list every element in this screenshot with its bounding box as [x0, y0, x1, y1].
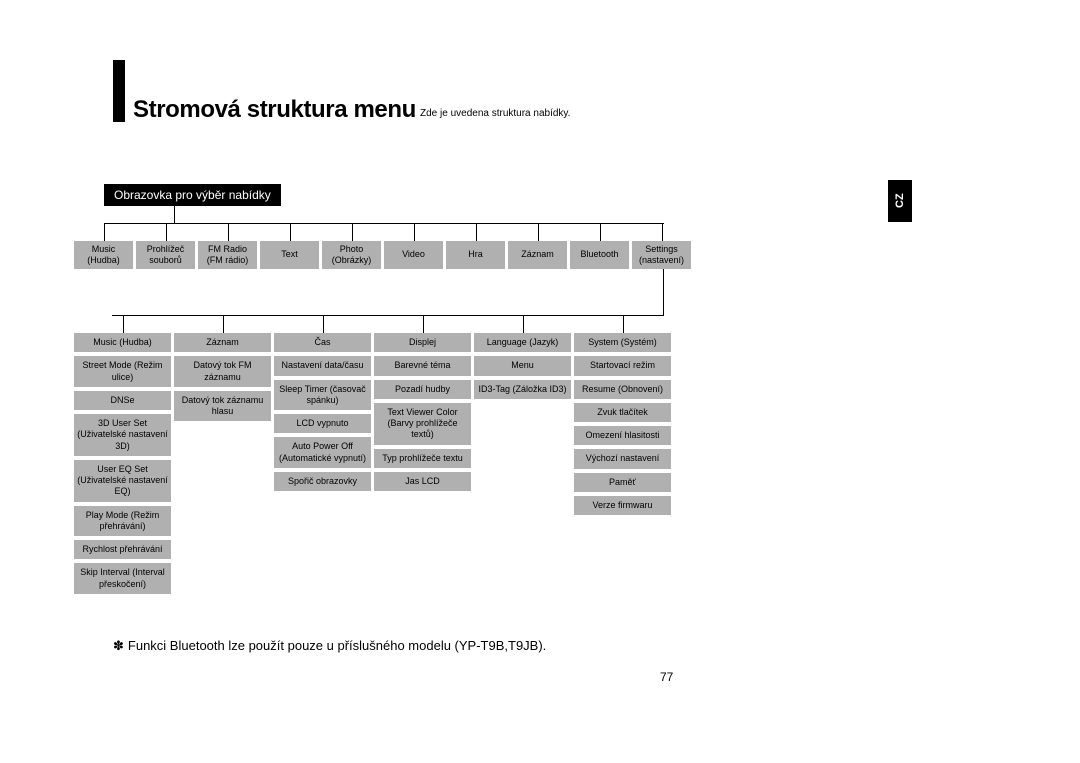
tree-cell: Language (Jazyk) [474, 333, 571, 352]
tree-cell: System (Systém) [574, 333, 671, 352]
tree-cell: Skip Interval (Interval přeskočení) [74, 563, 171, 594]
top-node-sublabel: (nastavení) [632, 255, 691, 266]
tree-column: Language (Jazyk) Menu ID3-Tag (Záložka ID3… [474, 333, 571, 594]
top-node: Music(Hudba) [74, 241, 133, 269]
tree-cell: Resume (Obnovení) [574, 380, 671, 399]
tree-cell: Music (Hudba) [74, 333, 171, 352]
tree-cell: Startovací režim [574, 356, 671, 375]
root-node-pill: Obrazovka pro výběr nabídky [104, 184, 281, 206]
tree-cell: User EQ Set (Uživatelské nastavení EQ) [74, 460, 171, 502]
tree-columns: Music (Hudba) Street Mode (Režim ulice) DN… [74, 333, 671, 594]
top-node: Prohlížečsouborů [136, 241, 195, 269]
settings-drop-line [663, 269, 664, 315]
top-node-label: Záznam [508, 249, 567, 260]
tree-column: System (Systém) Startovací režim Resume (O… [574, 333, 671, 594]
top-node-label: Text [260, 249, 319, 260]
tree-cell: Auto Power Off (Automatické vypnutí) [274, 437, 371, 468]
tree-cell: Čas [274, 333, 371, 352]
tree-cell: Nastavení data/času [274, 356, 371, 375]
top-node: Hra [446, 241, 505, 269]
top-node: Video [384, 241, 443, 269]
tree-cell: Sleep Timer (časovač spánku) [274, 380, 371, 411]
top-node: FM Radio(FM rádio) [198, 241, 257, 269]
top-node: Photo(Obrázky) [322, 241, 381, 269]
tree-cell: Datový tok FM záznamu [174, 356, 271, 387]
tree-top-row: Music(Hudba)ProhlížečsouborůFM Radio(FM … [74, 241, 691, 269]
top-node-label: Photo [322, 244, 381, 255]
tree-cell: Omezení hlasitosti [574, 426, 671, 445]
tree-column: Displej Barevné téma Pozadí hudby Text View… [374, 333, 471, 594]
tree-cell: Text Viewer Color (Barvy prohlížeče text… [374, 403, 471, 445]
tree-root-connector [174, 205, 175, 223]
page-title: Stromová struktura menu [133, 96, 416, 124]
top-node: Bluetooth [570, 241, 629, 269]
tree-cell: Rychlost přehrávání [74, 540, 171, 559]
top-node-label: FM Radio [198, 244, 257, 255]
footnote: ✽Funkci Bluetooth lze použít pouze u pří… [113, 638, 546, 654]
tree-cell: Záznam [174, 333, 271, 352]
tree-cell: Displej [374, 333, 471, 352]
tree-bottom-hline [112, 315, 664, 316]
top-node-label: Bluetooth [570, 249, 629, 260]
tree-cell: Datový tok záznamu hlasu [174, 391, 271, 422]
tree-cell: Paměť [574, 473, 671, 492]
tree-cell: Typ prohlížeče textu [374, 449, 471, 468]
top-node-label: Settings [632, 244, 691, 255]
tree-column: Čas Nastavení data/času Sleep Timer (časov… [274, 333, 371, 594]
tree-cell: Menu [474, 356, 571, 375]
tree-cell: LCD vypnuto [274, 414, 371, 433]
title-accent-bar [113, 60, 125, 122]
page-number: 77 [660, 670, 673, 684]
tree-cell: Pozadí hudby [374, 380, 471, 399]
top-node-label: Hra [446, 249, 505, 260]
tree-cell: Jas LCD [374, 472, 471, 491]
page-subtitle: Zde je uvedena struktura nabídky. [420, 108, 570, 119]
tree-cell: 3D User Set (Uživatelské nastavení 3D) [74, 414, 171, 456]
tree-column: Záznam Datový tok FM záznamu Datový tok zá… [174, 333, 271, 594]
tree-cell: Zvuk tlačítek [574, 403, 671, 422]
tree-column: Music (Hudba) Street Mode (Režim ulice) DN… [74, 333, 171, 594]
tree-cell: Street Mode (Režim ulice) [74, 356, 171, 387]
top-node-sublabel: souborů [136, 255, 195, 266]
tree-cell: Výchozí nastavení [574, 449, 671, 468]
top-node-label: Music [74, 244, 133, 255]
tree-cell: Verze firmwaru [574, 496, 671, 515]
footnote-text: Funkci Bluetooth lze použít pouze u přís… [128, 638, 546, 653]
top-node-sublabel: (Hudba) [74, 255, 133, 266]
top-node-label: Prohlížeč [136, 244, 195, 255]
tree-top-hline [104, 223, 664, 224]
top-node: Settings(nastavení) [632, 241, 691, 269]
tree-cell: DNSe [74, 391, 171, 410]
top-node-label: Video [384, 249, 443, 260]
top-node-sublabel: (FM rádio) [198, 255, 257, 266]
tree-cell: Spořič obrazovky [274, 472, 371, 491]
top-node: Záznam [508, 241, 567, 269]
tree-cell: Barevné téma [374, 356, 471, 375]
top-node: Text [260, 241, 319, 269]
language-tab-cz: CZ [888, 180, 912, 222]
tree-cell: Play Mode (Režim přehrávání) [74, 506, 171, 537]
top-node-sublabel: (Obrázky) [322, 255, 381, 266]
tree-cell: ID3-Tag (Záložka ID3) [474, 380, 571, 399]
